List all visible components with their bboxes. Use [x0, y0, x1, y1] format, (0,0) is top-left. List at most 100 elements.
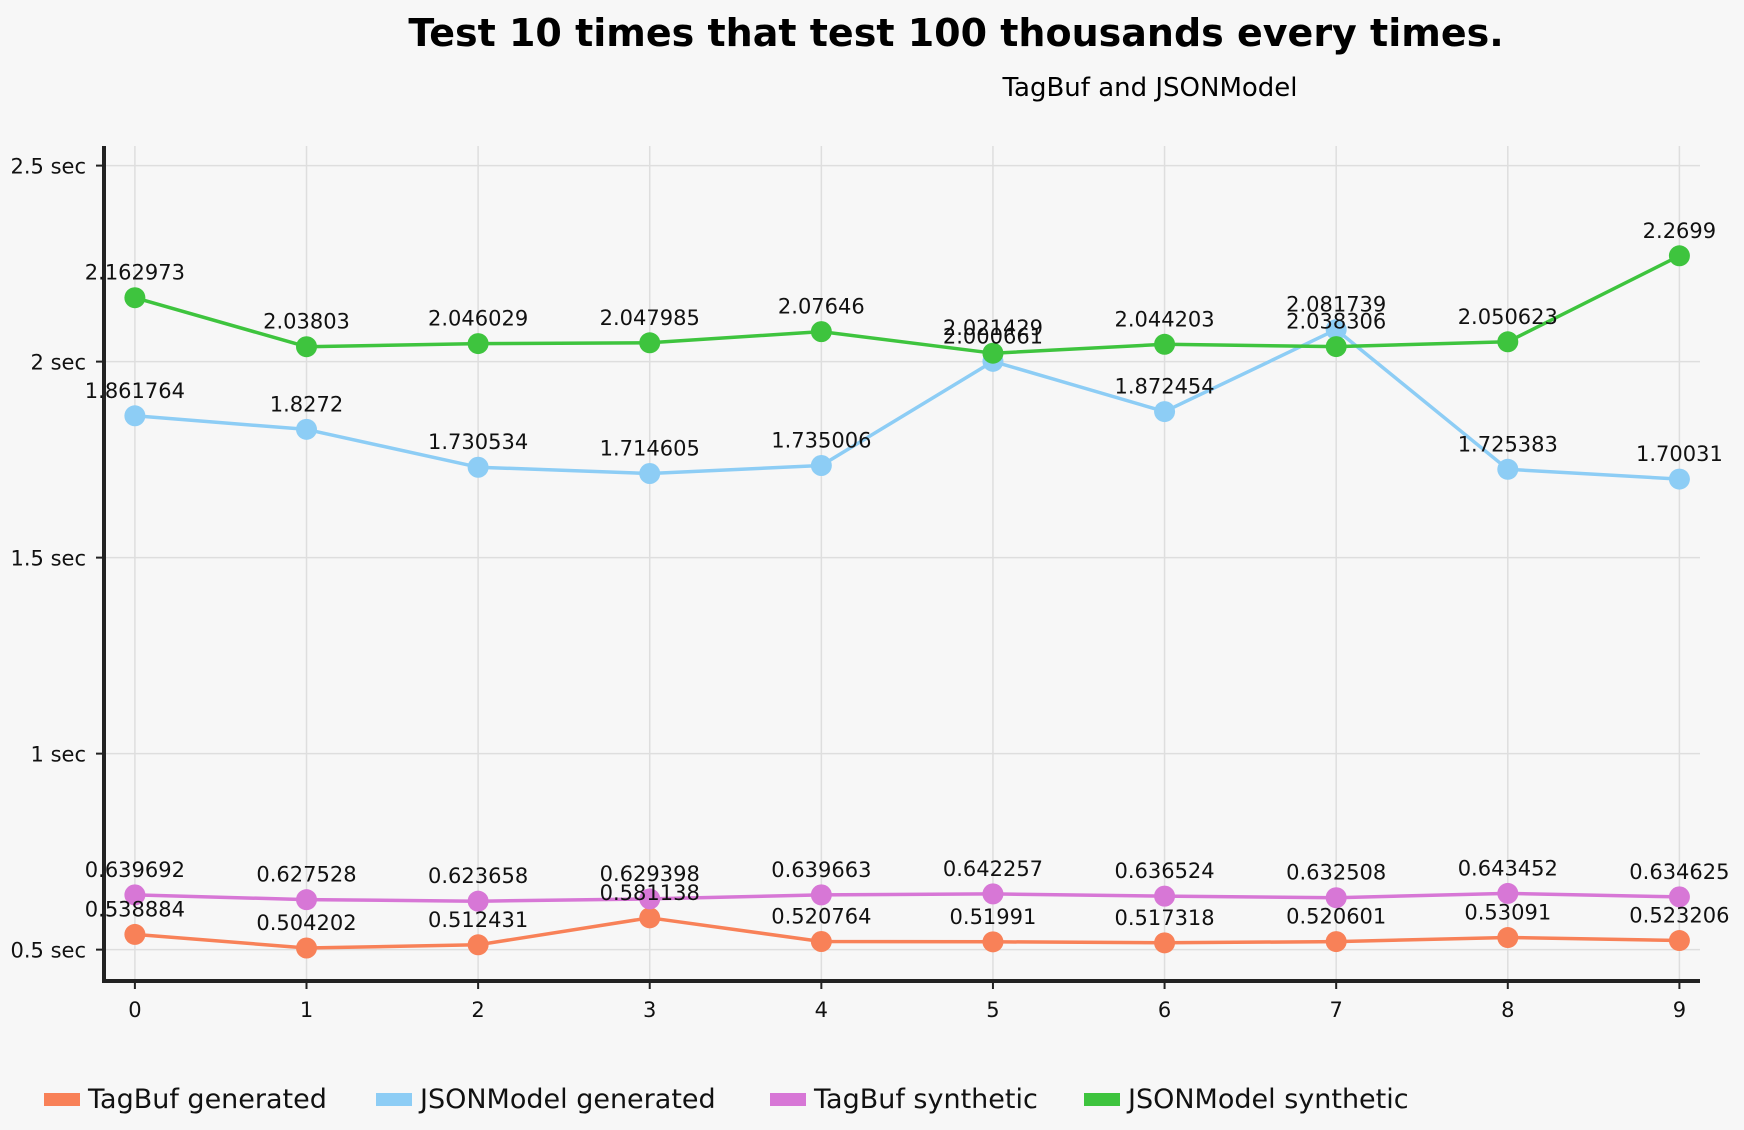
data-label: 0.629398 [600, 862, 700, 886]
data-label: 0.636524 [1114, 859, 1214, 883]
data-point [639, 332, 661, 354]
axes: 0.5 sec 1 sec 1.5 sec 2 sec 2.5 sec 0 1 2 3 4 5 6 7 8… [11, 146, 1700, 1022]
data-point [467, 890, 489, 912]
data-label: 0.517318 [1114, 906, 1214, 930]
series-line [134, 891, 1680, 903]
data-point [810, 321, 832, 343]
data-point [1668, 468, 1690, 490]
data-point [1497, 882, 1519, 904]
x-tick-label: 0 [128, 998, 141, 1022]
legend-swatch [770, 1093, 806, 1106]
data-label: 2.2699 [1643, 219, 1716, 243]
data-labels: 0.538884 0.504202 0.512431 0.581138 0.520764… [85, 219, 1730, 935]
data-point [1325, 336, 1347, 358]
grid-lines [104, 146, 1700, 981]
data-point [1154, 885, 1176, 907]
data-label: 1.735006 [771, 428, 871, 452]
data-label: 2.021429 [943, 316, 1043, 340]
data-label: 0.639663 [771, 858, 871, 882]
x-tick-label: 6 [1158, 998, 1171, 1022]
data-label: 0.623658 [428, 864, 528, 888]
series-line [134, 254, 1681, 355]
x-tick-label: 9 [1673, 998, 1686, 1022]
data-point [1668, 245, 1690, 267]
data-point [467, 934, 489, 956]
data-point [296, 889, 318, 911]
data-label: 2.038306 [1286, 310, 1386, 334]
data-point [810, 884, 832, 906]
data-label: 0.634625 [1629, 860, 1729, 884]
data-label: 0.538884 [85, 897, 185, 921]
data-point [810, 930, 832, 952]
data-label: 1.861764 [85, 379, 185, 403]
series-line [134, 327, 1680, 481]
x-tick-label: 1 [300, 998, 313, 1022]
data-point [296, 418, 318, 440]
data-point [467, 333, 489, 355]
chart-title: Test 10 times that test 100 thousands ev… [408, 11, 1503, 55]
data-point [982, 342, 1004, 364]
data-label: 1.8272 [270, 392, 343, 416]
legend-swatch [376, 1093, 412, 1106]
data-label: 2.03803 [263, 310, 350, 334]
data-label: 0.520601 [1286, 905, 1386, 929]
series-layer [124, 245, 1690, 959]
data-point [982, 931, 1004, 953]
data-label: 0.581138 [600, 881, 700, 905]
data-point [639, 462, 661, 484]
data-label: 2.044203 [1114, 307, 1214, 331]
data-point [1154, 401, 1176, 423]
data-point [124, 287, 146, 309]
chart-subtitle: TagBuf and JSONModel [1001, 73, 1297, 103]
legend-swatch [44, 1093, 80, 1106]
data-label: 0.523206 [1629, 904, 1729, 928]
data-point [1325, 319, 1347, 341]
data-point [1497, 927, 1519, 949]
data-point [639, 888, 661, 910]
data-label: 2.047985 [600, 306, 700, 330]
data-point [1668, 886, 1690, 908]
y-tick-label: 2.5 sec [11, 155, 86, 179]
data-label: 0.627528 [256, 863, 356, 887]
data-label: 2.000661 [943, 324, 1043, 348]
legend-label: JSONModel synthetic [1126, 1084, 1409, 1115]
legend-label: TagBuf synthetic [813, 1084, 1038, 1115]
data-label: 2.07646 [778, 295, 865, 319]
data-point [124, 923, 146, 945]
legend-label: JSONModel generated [418, 1084, 716, 1115]
series-line [134, 916, 1680, 950]
y-tick-label: 2 sec [31, 351, 86, 375]
data-label: 1.70031 [1636, 442, 1723, 466]
data-label: 2.162973 [85, 261, 185, 285]
x-tick-label: 3 [643, 998, 656, 1022]
data-point [1325, 931, 1347, 953]
y-tick-label: 1 sec [31, 743, 86, 767]
data-label: 1.725383 [1458, 432, 1558, 456]
data-label: 2.046029 [428, 307, 528, 331]
data-point [296, 336, 318, 358]
data-label: 0.53091 [1464, 901, 1551, 925]
data-point [1325, 887, 1347, 909]
data-label: 0.520764 [771, 904, 871, 928]
data-point [1668, 930, 1690, 952]
data-point [810, 454, 832, 476]
data-point [124, 884, 146, 906]
data-label: 1.730534 [428, 430, 528, 454]
data-point [1154, 333, 1176, 355]
data-point [467, 456, 489, 478]
data-point [1497, 331, 1519, 353]
y-tick-label: 0.5 sec [11, 939, 86, 963]
data-point [639, 907, 661, 929]
data-label: 0.504202 [256, 911, 356, 935]
data-label: 2.050623 [1458, 305, 1558, 329]
data-label: 0.51991 [950, 905, 1037, 929]
x-tick-label: 8 [1501, 998, 1514, 1022]
legend: TagBuf generated JSONModel generated TagBu… [44, 1084, 1409, 1115]
x-tick-label: 2 [471, 998, 484, 1022]
data-point [296, 937, 318, 959]
data-label: 0.512431 [428, 908, 528, 932]
data-point [1154, 932, 1176, 954]
data-label: 0.639692 [85, 858, 185, 882]
x-tick-label: 7 [1329, 998, 1342, 1022]
data-label: 1.714605 [600, 436, 700, 460]
